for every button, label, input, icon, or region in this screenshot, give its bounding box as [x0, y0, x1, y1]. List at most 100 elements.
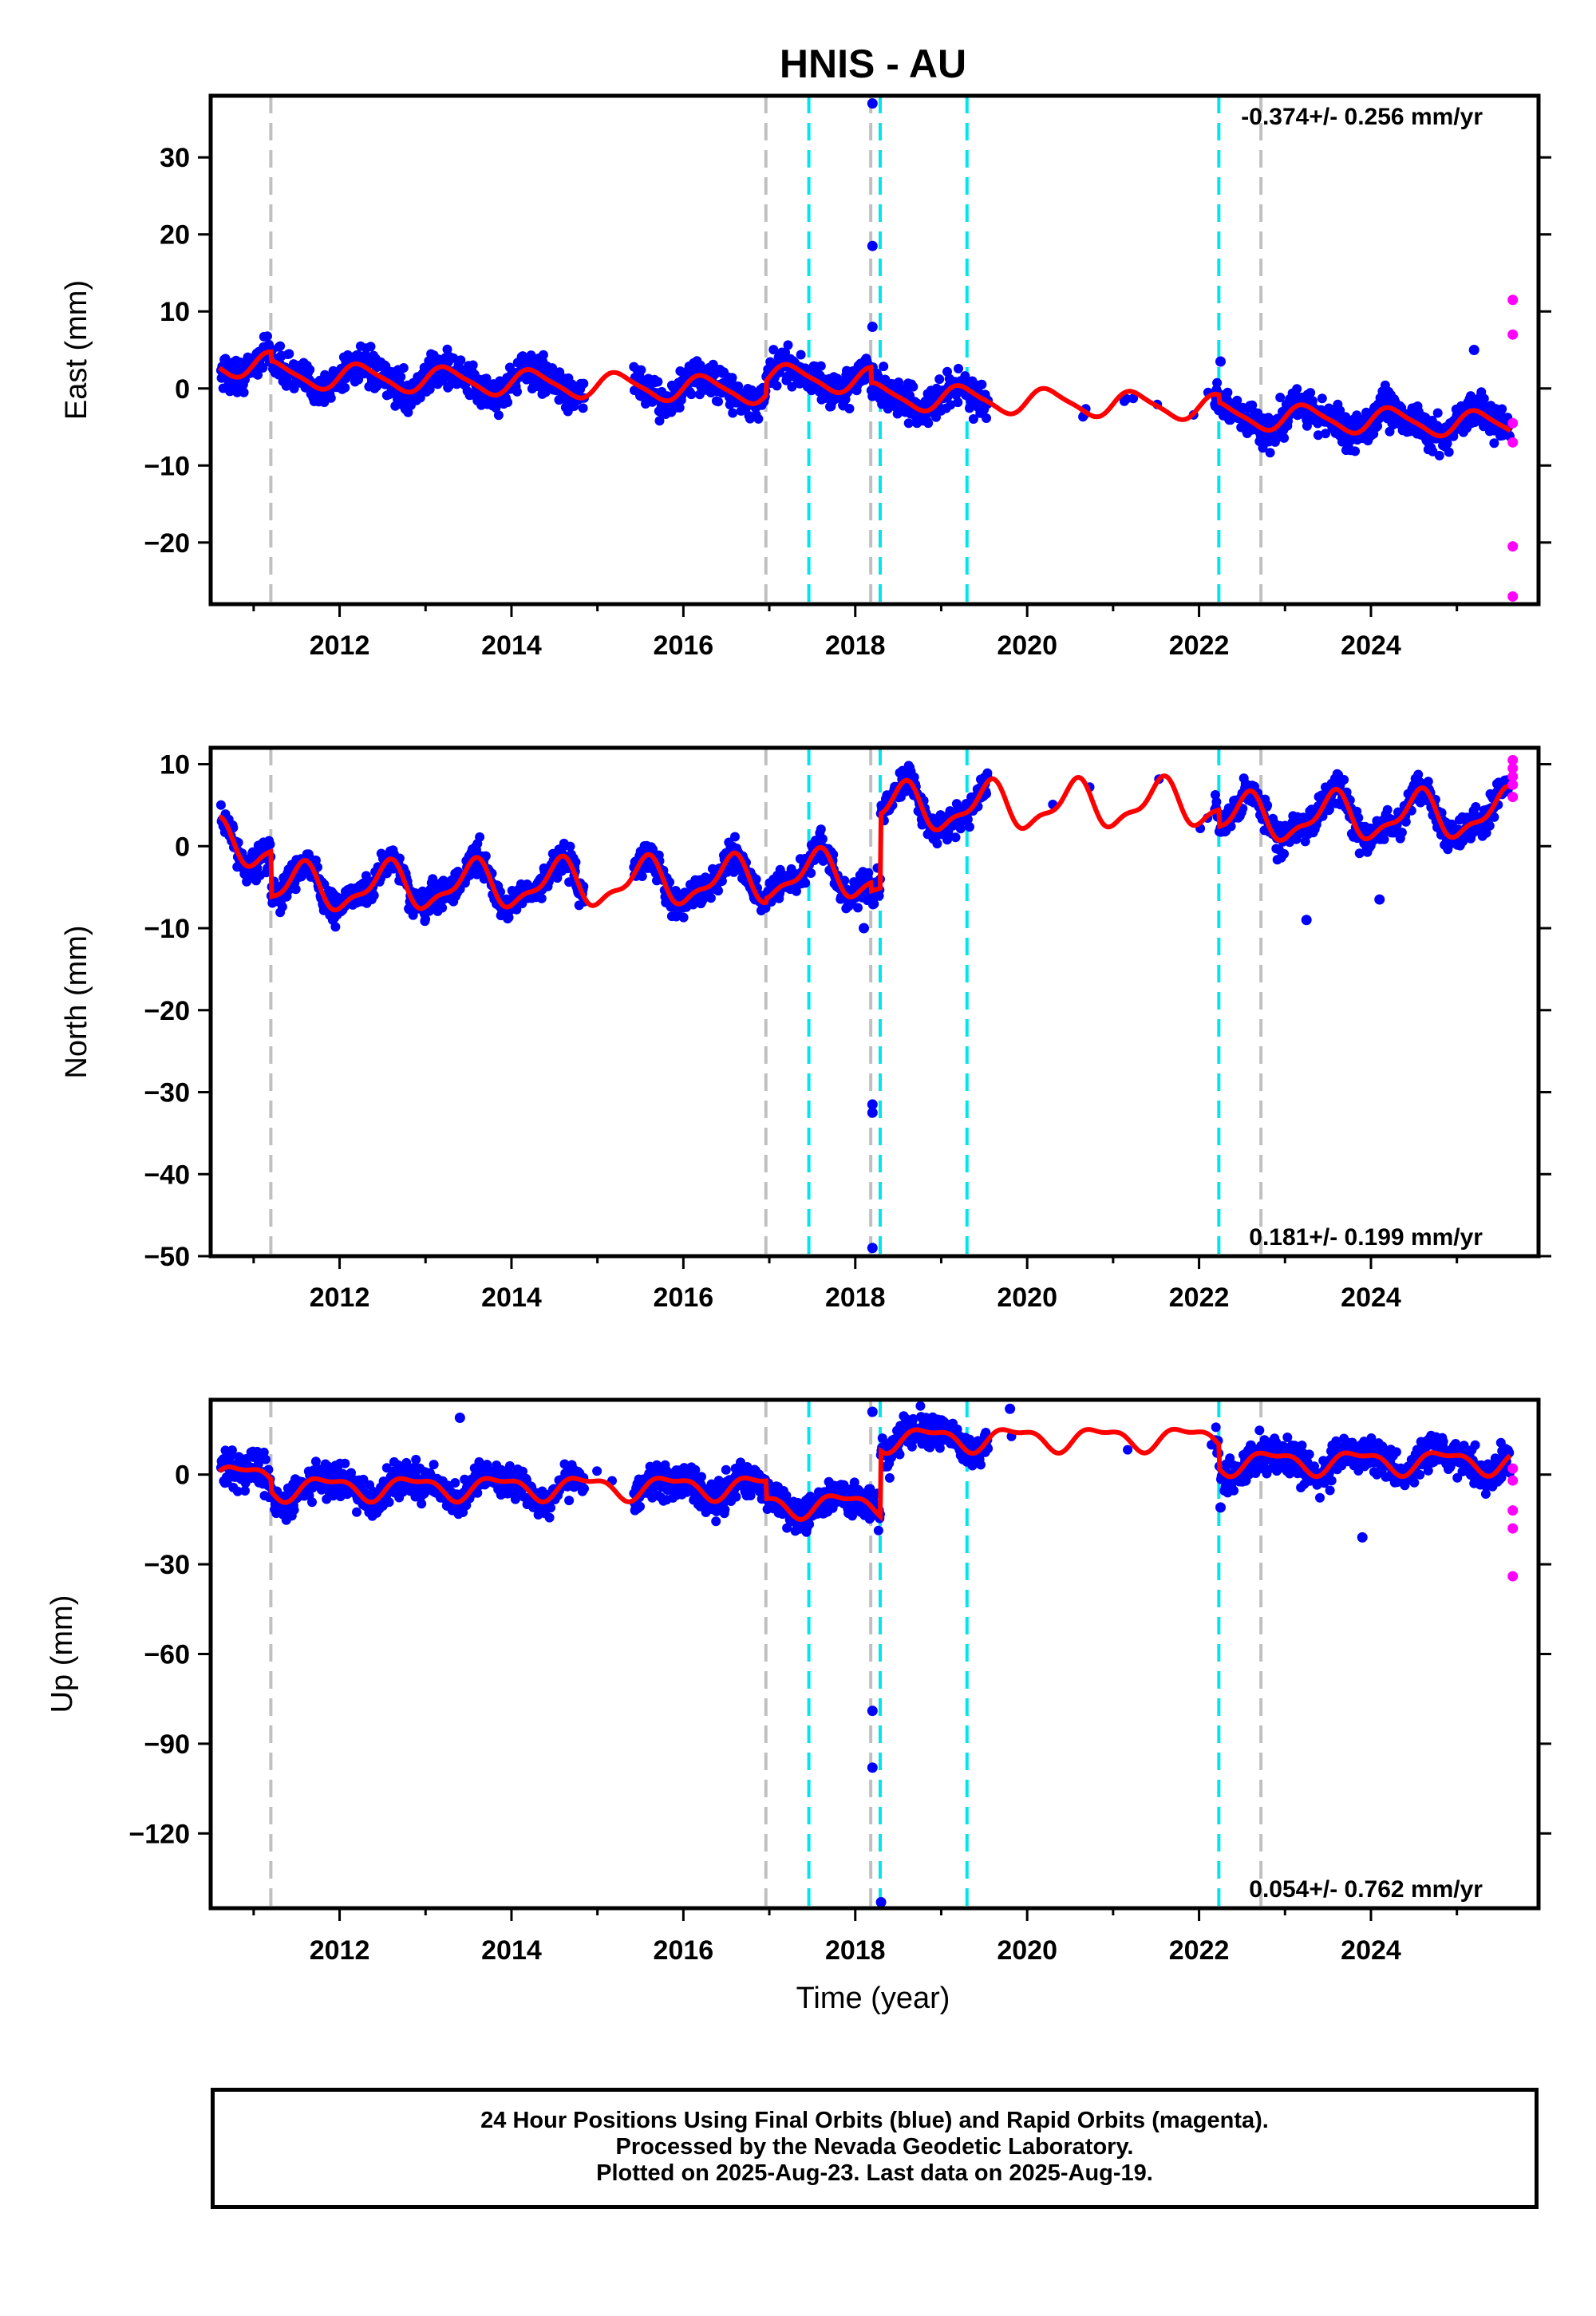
- final-point: [1324, 804, 1334, 815]
- y-tick-label: 30: [160, 143, 190, 173]
- final-point: [564, 1496, 575, 1506]
- final-point: [760, 903, 771, 913]
- final-point: [1317, 393, 1327, 404]
- y-tick-label: −40: [144, 1160, 190, 1190]
- y-tick-label: −20: [144, 996, 190, 1026]
- outlier-point: [1215, 356, 1227, 367]
- x-tick-label: 2020: [997, 1282, 1057, 1313]
- final-point: [816, 361, 826, 371]
- y-tick-label: 10: [160, 750, 190, 781]
- final-point: [232, 387, 243, 397]
- final-point: [417, 886, 428, 896]
- final-point: [884, 1472, 895, 1483]
- final-point: [1432, 408, 1443, 418]
- final-point: [265, 840, 275, 849]
- final-point: [800, 878, 811, 888]
- final-point: [263, 331, 272, 342]
- final-point: [536, 893, 547, 903]
- final-point: [730, 832, 740, 842]
- final-point: [468, 360, 478, 370]
- final-point: [796, 350, 806, 360]
- final-point: [844, 404, 855, 413]
- x-tick-label: 2024: [1341, 1282, 1401, 1313]
- final-point: [552, 873, 563, 883]
- final-point: [305, 365, 315, 375]
- final-point: [1400, 816, 1411, 827]
- final-point: [538, 350, 548, 360]
- outlier-point: [867, 322, 878, 333]
- final-point: [720, 1504, 730, 1515]
- final-point: [1471, 802, 1481, 812]
- rapid-point: [1507, 591, 1519, 602]
- north-final-points: [215, 761, 1515, 932]
- chart-title: HNIS - AU: [780, 41, 966, 86]
- final-point: [289, 383, 299, 393]
- final-point: [832, 373, 843, 384]
- final-point: [1232, 395, 1242, 405]
- outlier-point: [867, 98, 878, 109]
- final-point: [475, 832, 485, 842]
- final-point: [648, 844, 658, 855]
- final-point: [1379, 834, 1389, 844]
- final-point: [352, 1507, 361, 1517]
- final-point: [839, 875, 850, 886]
- final-point: [579, 1484, 589, 1494]
- final-point: [1321, 429, 1330, 439]
- x-tick-label: 2012: [310, 1282, 370, 1313]
- final-point: [768, 345, 779, 355]
- final-point: [1306, 388, 1316, 398]
- final-point: [340, 1458, 350, 1468]
- y-tick-label: −10: [144, 914, 190, 944]
- final-point: [579, 378, 589, 389]
- y-tick-label: −30: [144, 1078, 190, 1109]
- final-point: [772, 381, 782, 391]
- final-point: [1335, 405, 1345, 416]
- outlier-point: [1468, 345, 1479, 355]
- final-point: [330, 922, 341, 932]
- final-point: [555, 367, 565, 377]
- final-point: [894, 377, 904, 387]
- final-point: [592, 1466, 602, 1476]
- north-frame: [208, 745, 1541, 1259]
- final-point: [817, 834, 828, 844]
- final-point: [915, 1401, 926, 1411]
- final-point: [277, 902, 287, 912]
- final-point: [962, 814, 973, 824]
- final-point: [853, 903, 863, 913]
- final-point: [340, 382, 350, 393]
- east-final-points: [215, 331, 1515, 460]
- final-point: [1353, 812, 1364, 823]
- final-point: [636, 365, 646, 375]
- final-point: [863, 868, 874, 878]
- final-point: [909, 772, 919, 782]
- x-tick-label: 2022: [1169, 630, 1230, 661]
- final-point: [783, 340, 793, 350]
- final-point: [977, 379, 987, 389]
- final-point: [635, 1501, 645, 1512]
- x-tick-label: 2020: [997, 630, 1057, 661]
- final-point: [1489, 438, 1499, 449]
- outlier-point: [1301, 915, 1312, 926]
- final-point: [697, 1472, 706, 1482]
- final-point: [721, 1464, 731, 1475]
- rapid-point: [1507, 294, 1519, 306]
- outlier-point: [867, 1107, 878, 1118]
- final-point: [456, 355, 466, 366]
- final-point: [895, 1449, 905, 1460]
- final-point: [1413, 769, 1424, 780]
- final-point: [384, 1497, 394, 1508]
- final-point: [1247, 400, 1258, 410]
- final-point: [503, 397, 513, 408]
- final-point: [727, 373, 737, 383]
- final-point: [1212, 377, 1223, 388]
- final-point: [654, 416, 665, 426]
- final-point: [290, 884, 301, 895]
- x-tick-label: 2018: [825, 1282, 886, 1313]
- final-point: [753, 413, 764, 424]
- final-point: [1292, 384, 1302, 394]
- final-point: [751, 874, 761, 884]
- final-point: [1382, 804, 1393, 815]
- up-final-points: [215, 1401, 1515, 1537]
- final-point: [1354, 848, 1365, 859]
